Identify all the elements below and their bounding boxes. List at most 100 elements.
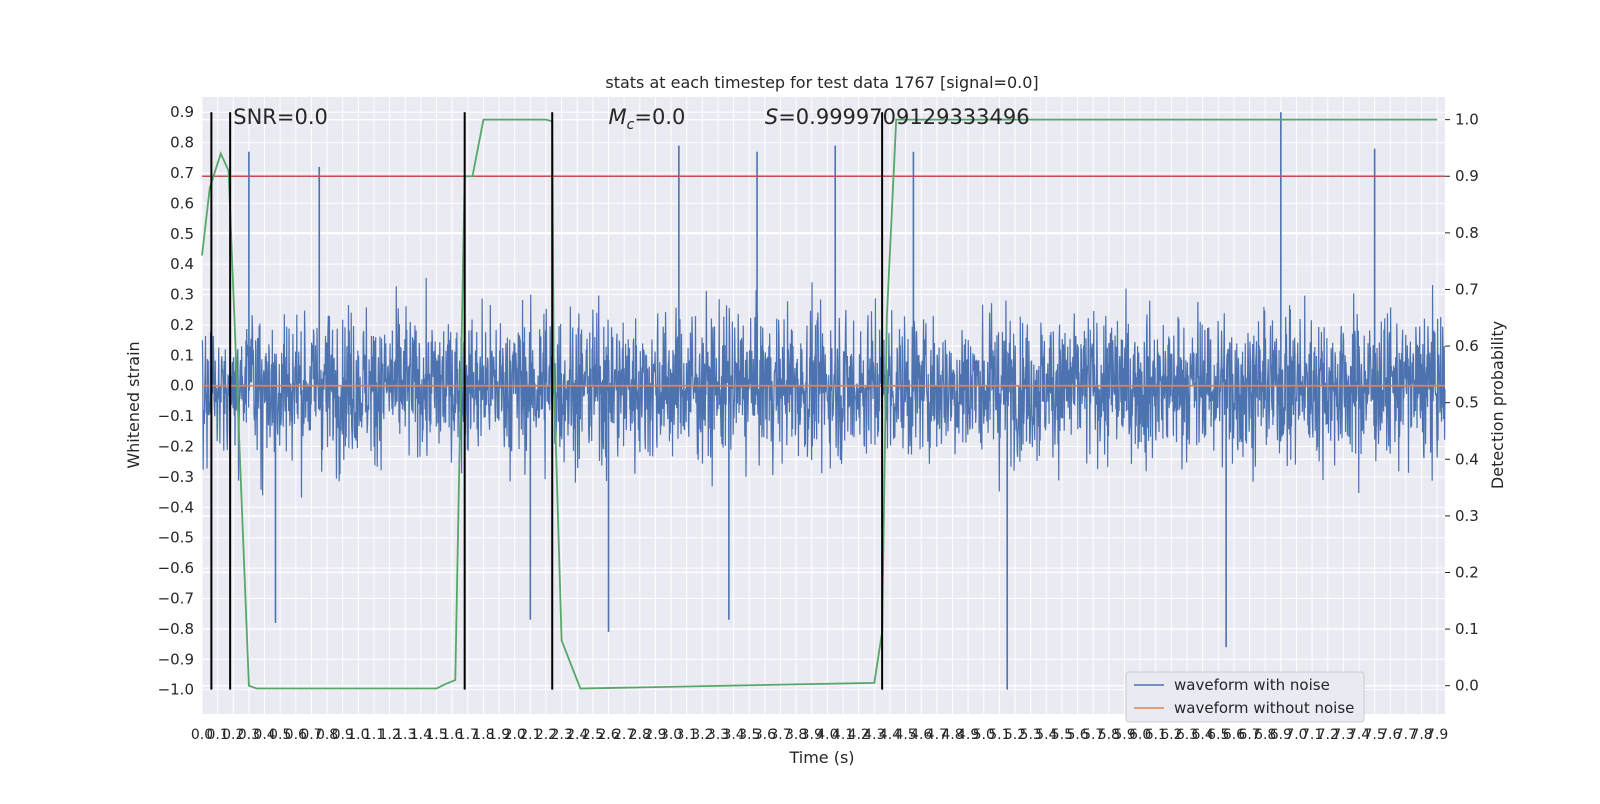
x-tick: 1.2 (378, 727, 400, 743)
x-tick: 0.0 (191, 727, 213, 743)
y-tick-right: 1.0 (1455, 111, 1479, 129)
y-tick-left: −0.3 (158, 468, 194, 486)
x-tick: 2.8 (629, 727, 651, 743)
y-tick-left: −0.2 (158, 438, 194, 456)
x-tick: 6.1 (1145, 727, 1167, 743)
x-tick: 7.7 (1395, 727, 1417, 743)
x-tick: 5.7 (1082, 727, 1104, 743)
x-tick: 4.9 (957, 727, 979, 743)
x-tick: 2.9 (644, 727, 666, 743)
x-tick: 0.4 (253, 727, 275, 743)
x-tick: 5.2 (1004, 727, 1026, 743)
x-tick: 7.1 (1301, 727, 1323, 743)
x-tick: 6.5 (1207, 727, 1229, 743)
y-tick-left: −0.5 (158, 529, 194, 547)
x-tick: 0.9 (332, 727, 354, 743)
y-tick-left: 0.2 (170, 316, 194, 334)
x-tick: 0.6 (285, 727, 307, 743)
x-tick: 4.6 (910, 727, 932, 743)
x-tick: 7.0 (1285, 727, 1307, 743)
x-tick: 0.2 (222, 727, 244, 743)
y-tick-right: 0.5 (1455, 394, 1479, 412)
x-tick: 3.5 (738, 727, 760, 743)
x-tick: 7.9 (1426, 727, 1448, 743)
y-ticks-left: 0.9 0.8 0.7 0.6 0.5 0.4 0.3 0.2 0.1 0.0 −0.1 −0.2 −0… (158, 103, 194, 698)
x-tick: 6.3 (1176, 727, 1198, 743)
x-tick: 6.7 (1238, 727, 1260, 743)
y-tick-right: 0.7 (1455, 280, 1479, 298)
x-tick: 1.0 (347, 727, 369, 743)
x-tick: 4.7 (926, 727, 948, 743)
y-tick-right: 0.1 (1455, 620, 1479, 638)
x-tick: 0.7 (300, 727, 322, 743)
x-tick: 1.7 (457, 727, 479, 743)
y-tick-right: 0.6 (1455, 337, 1479, 355)
y-axis-label-right: Detection probability (1488, 321, 1507, 489)
y-tick-left: 0.6 (170, 194, 194, 212)
legend-box (1125, 671, 1365, 723)
x-tick: 5.3 (1020, 727, 1042, 743)
y-tick-left: −0.8 (158, 620, 194, 638)
y-ticks-right: 1.0 0.9 0.8 0.7 0.6 0.5 0.4 0.3 0.2 0.1 0.0 (1445, 111, 1479, 695)
x-tick: 7.5 (1364, 727, 1386, 743)
x-tick: 1.9 (488, 727, 510, 743)
x-tick: 4.4 (879, 727, 901, 743)
x-tick: 2.1 (519, 727, 541, 743)
x-tick: 0.8 (316, 727, 338, 743)
annotation: SNR=0.0 (233, 105, 328, 129)
x-tick: 6.9 (1270, 727, 1292, 743)
y-tick-right: 0.2 (1455, 563, 1479, 581)
x-ticks: 0.00.10.20.30.40.50.60.70.80.91.01.11.21… (191, 727, 1448, 743)
x-tick: 2.0 (504, 727, 526, 743)
x-tick: 5.6 (1066, 727, 1088, 743)
y-tick-left: 0.3 (170, 286, 194, 304)
x-tick: 1.3 (394, 727, 416, 743)
x-tick: 3.2 (691, 727, 713, 743)
x-tick: 1.1 (363, 727, 385, 743)
x-tick: 2.7 (613, 727, 635, 743)
annotations: SNR=0.0 Mc=0.0 S=0.9999709129333496 (233, 105, 1029, 133)
series-detection-probability (201, 118, 1438, 690)
y-tick-left: 0.0 (170, 377, 194, 395)
y-tick-right: 0.0 (1455, 677, 1479, 695)
chart-title: stats at each timestep for test data 176… (605, 73, 1038, 92)
x-tick: 7.4 (1348, 727, 1370, 743)
y-tick-left: 0.4 (170, 255, 194, 273)
y-tick-left: 0.9 (170, 103, 194, 121)
x-tick: 3.3 (707, 727, 729, 743)
y-tick-left: −0.4 (158, 498, 194, 516)
x-tick: 4.5 (894, 727, 916, 743)
x-tick: 2.3 (550, 727, 572, 743)
x-tick: 2.4 (566, 727, 588, 743)
x-tick: 1.8 (472, 727, 494, 743)
y-tick-left: 0.5 (170, 225, 194, 243)
y-tick-right: 0.3 (1455, 507, 1479, 525)
x-tick: 4.8 (941, 727, 963, 743)
x-tick: 6.6 (1223, 727, 1245, 743)
x-tick: 5.0 (973, 727, 995, 743)
probability-line (201, 118, 1438, 690)
x-tick: 7.6 (1379, 727, 1401, 743)
series-waveform-with-noise (201, 112, 1446, 690)
x-tick: 4.0 (816, 727, 838, 743)
x-tick: 6.2 (1160, 727, 1182, 743)
y-tick-right: 0.9 (1455, 167, 1479, 185)
x-tick: 3.8 (785, 727, 807, 743)
legend-label-noise: waveform with noise (1174, 676, 1330, 694)
x-tick: 0.5 (269, 727, 291, 743)
x-tick: 5.9 (1113, 727, 1135, 743)
annotation: Mc=0.0 (609, 105, 686, 133)
y-tick-left: −0.7 (158, 590, 194, 608)
x-tick: 3.6 (754, 727, 776, 743)
x-tick: 5.4 (1035, 727, 1057, 743)
x-tick: 7.3 (1332, 727, 1354, 743)
x-tick: 5.1 (988, 727, 1010, 743)
y-tick-left: −0.6 (158, 559, 194, 577)
x-tick: 3.9 (801, 727, 823, 743)
x-axis-label: Time (s) (788, 748, 854, 767)
x-tick: 3.1 (676, 727, 698, 743)
y-tick-left: 0.8 (170, 134, 194, 152)
y-tick-left: 0.1 (170, 346, 194, 364)
x-tick: 7.8 (1410, 727, 1432, 743)
